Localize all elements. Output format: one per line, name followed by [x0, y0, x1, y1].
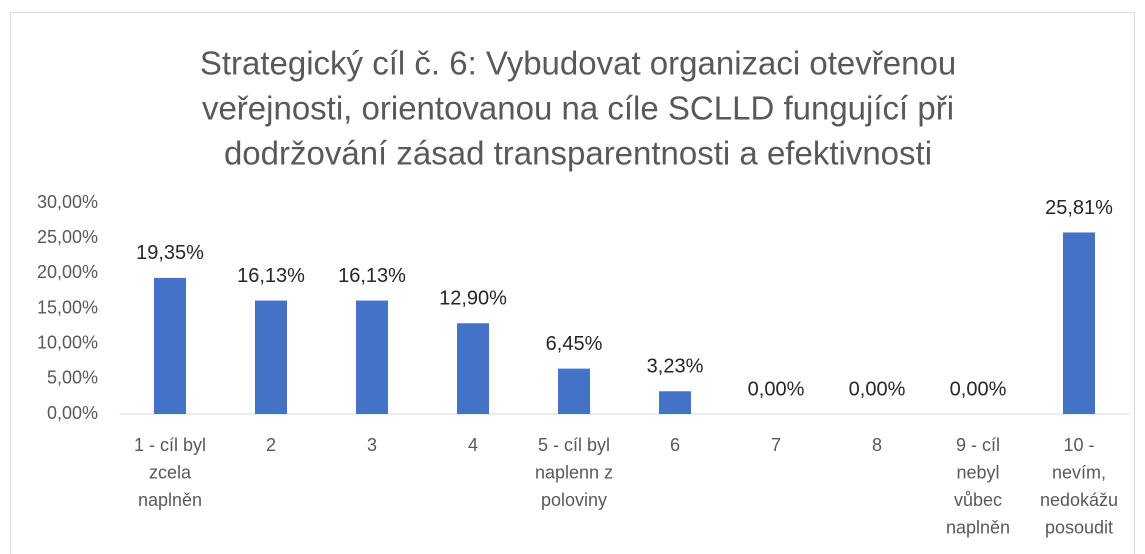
bar: [154, 277, 186, 414]
x-tick-label: naplněn: [946, 517, 1010, 537]
bar: [356, 300, 388, 414]
y-tick-label: 20,00%: [37, 262, 98, 282]
chart-title: dodržování zásad transparentnosti a efek…: [224, 135, 932, 172]
x-tick-label: 8: [872, 435, 882, 455]
data-label: 6,45%: [546, 333, 603, 355]
x-tick-label: 3: [367, 435, 377, 455]
x-tick-label: nevím,: [1052, 462, 1106, 482]
x-tick-label: vůbec: [954, 490, 1002, 510]
data-label: 16,13%: [338, 265, 406, 287]
bar: [457, 323, 489, 414]
chart-frame: [10, 12, 1135, 554]
chart-title: Strategický cíl č. 6: Vybudovat organiza…: [200, 45, 956, 82]
x-tick-label: 4: [468, 435, 478, 455]
x-tick-label: naplněn: [138, 490, 202, 510]
data-label: 0,00%: [748, 378, 805, 400]
data-label: 3,23%: [647, 356, 704, 378]
data-label: 0,00%: [950, 378, 1007, 400]
x-tick-label: 2: [266, 435, 276, 455]
bar: [255, 300, 287, 414]
y-tick-label: 15,00%: [37, 297, 98, 317]
x-tick-label: 7: [771, 435, 781, 455]
y-tick-label: 25,00%: [37, 227, 98, 247]
data-label: 19,35%: [136, 242, 204, 264]
data-label: 16,13%: [237, 265, 305, 287]
x-tick-label: nebyl: [956, 462, 999, 482]
y-tick-label: 5,00%: [47, 368, 98, 388]
chart-title: veřejnosti, orientovanou na cíle SCLLD f…: [202, 90, 954, 127]
data-label: 25,81%: [1045, 197, 1113, 219]
data-label: 12,90%: [439, 288, 507, 310]
y-tick-label: 0,00%: [47, 403, 98, 423]
x-tick-label: posoudit: [1045, 517, 1113, 537]
x-tick-label: naplenn z: [535, 462, 613, 482]
bar: [558, 368, 590, 414]
x-tick-label: 1 - cíl byl: [134, 435, 206, 455]
x-tick-label: zcela: [149, 462, 192, 482]
x-tick-label: 5 - cíl byl: [538, 435, 610, 455]
data-label: 0,00%: [849, 378, 906, 400]
y-tick-label: 30,00%: [37, 192, 98, 212]
x-tick-label: poloviny: [541, 490, 607, 510]
x-tick-label: 10 -: [1063, 435, 1094, 455]
y-tick-label: 10,00%: [37, 332, 98, 352]
x-tick-label: 6: [670, 435, 680, 455]
bar: [659, 391, 691, 414]
x-tick-label: nedokážu: [1040, 490, 1118, 510]
bar: [1063, 232, 1095, 414]
x-tick-label: 9 - cíl: [956, 435, 1000, 455]
